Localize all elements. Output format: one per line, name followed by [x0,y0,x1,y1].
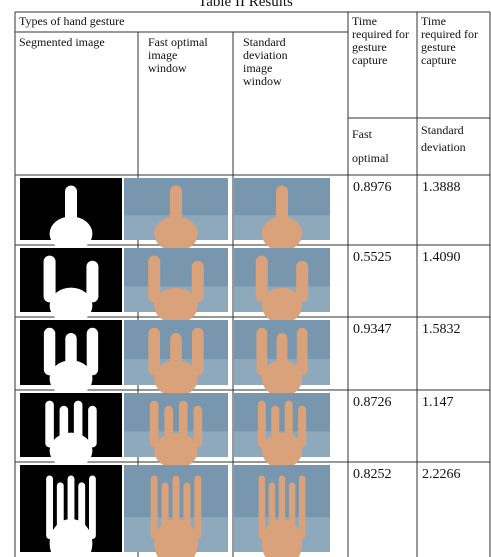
finger [170,333,182,375]
finger [65,333,76,375]
finger [258,401,266,448]
finger [192,328,204,375]
gesture-image [20,393,122,469]
gesture-image [20,248,122,324]
palm [50,288,93,324]
finger [60,406,69,448]
page: Table II Results Types of hand gesture T… [0,0,491,557]
finger [173,475,180,539]
gesture-image [124,465,228,557]
finger [44,256,56,303]
finger [256,328,267,375]
gesture-image [124,320,228,397]
finger [296,261,308,303]
gesture-image [124,248,228,324]
column-header: Standard deviation image window [243,36,313,88]
gesture-image [20,178,122,251]
finger [297,328,308,375]
time-header: Time required for gesture capture [421,15,479,67]
finger [164,406,173,448]
finger [57,482,64,539]
time-value: 1.5832 [422,323,461,337]
time-value: 0.8976 [353,181,392,195]
gesture-image [234,178,330,251]
finger [46,475,53,539]
time-value: 1.4090 [422,251,461,265]
palm [262,433,302,469]
finger [194,475,201,539]
finger [78,482,85,539]
table-title: Table II Results [0,0,491,10]
finger [148,328,160,375]
gesture-image [234,320,330,397]
time-header: Time required for gesture capture [352,15,410,67]
finger [148,256,160,303]
finger [299,475,305,539]
finger [162,482,169,539]
finger [298,406,306,448]
palm [262,288,302,324]
gesture-image [234,248,330,324]
finger [65,185,77,230]
gesture-image [124,393,228,469]
finger [256,256,268,303]
gesture-image [234,465,330,557]
finger [277,333,288,375]
column-header: Segmented image [19,36,119,49]
finger [44,328,55,375]
finger [89,475,96,539]
time-value: 1.3888 [422,181,461,195]
finger [269,482,275,539]
finger [276,185,288,230]
finger [179,401,188,448]
finger [259,475,265,539]
column-header: Fast optimal image window [148,36,210,75]
finger [151,475,158,539]
gesture-image [234,393,330,469]
finger [87,328,98,375]
finger [193,406,202,448]
time-value: 2.2266 [422,468,461,482]
finger [45,401,54,448]
time-value: 0.9347 [353,323,392,337]
finger [68,475,75,539]
time-value: 0.8726 [353,396,392,410]
finger [285,401,293,448]
gesture-image [124,178,228,251]
finger [289,482,295,539]
gesture-image [20,465,122,557]
palm [154,433,198,469]
finger [271,406,279,448]
time-value: 0.8252 [353,468,392,482]
finger [86,261,98,303]
gesture-image [20,320,122,397]
finger [150,401,159,448]
column-header: Fast optimal [352,122,402,170]
finger [192,261,204,303]
palm [154,288,198,324]
finger [279,475,285,539]
group-header: Types of hand gesture [19,15,339,28]
time-value: 1.147 [422,396,454,410]
finger [170,185,182,230]
time-value: 0.5525 [353,251,392,265]
finger [74,401,83,448]
finger [88,406,97,448]
column-header: Standard deviation [421,122,487,156]
palm [50,433,93,469]
finger [183,482,190,539]
